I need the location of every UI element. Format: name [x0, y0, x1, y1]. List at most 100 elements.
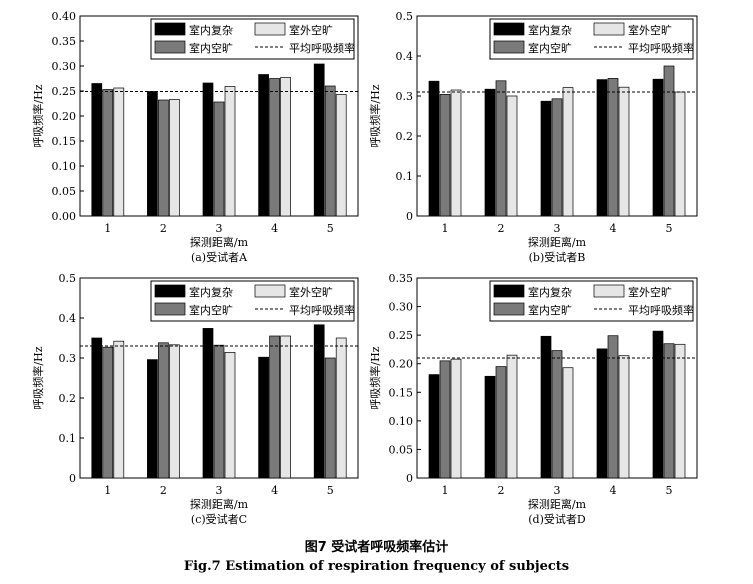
bar-indoor-complex [91, 337, 103, 479]
x-tick-label: 5 [327, 222, 334, 235]
y-tick-label: 0.05 [52, 185, 77, 198]
legend-label: 平均呼吸频率 [289, 303, 355, 317]
y-tick-label: 0 [69, 472, 76, 485]
y-tick-label: 0 [406, 210, 413, 223]
legend-label: 平均呼吸频率 [628, 41, 694, 55]
legend-swatch-outdoor-open [593, 284, 625, 298]
bar-indoor-open [324, 357, 336, 479]
bar-outdoor-open [450, 358, 462, 479]
legend-swatch-indoor-open [493, 40, 525, 54]
bar-outdoor-open [506, 95, 518, 217]
bar-indoor-open [439, 360, 451, 479]
figure-caption-zh: 图7 受试者呼吸频率估计 [304, 540, 449, 555]
y-tick-label: 0.00 [52, 210, 77, 223]
bar-indoor-complex [258, 356, 269, 479]
bar-indoor-complex [484, 88, 496, 217]
x-tick-label: 4 [610, 222, 617, 235]
legend-swatch-indoor-complex [493, 22, 525, 36]
bar-indoor-complex [428, 80, 440, 217]
x-tick-label: 1 [442, 222, 449, 235]
x-tick-label: 1 [104, 222, 111, 235]
bar-indoor-complex [258, 74, 269, 217]
x-axis-label: 探测距离/m [528, 497, 587, 511]
y-tick-label: 0.10 [52, 160, 77, 173]
chart-panel-3: 0 0.1 0.2 0.3 0.4 0.5 1 2 3 4 5 探测距离/m (c)受试者C 呼吸频率/H… [31, 272, 359, 526]
legend-label: 室外空旷 [628, 23, 672, 37]
bar-outdoor-open [506, 354, 518, 479]
figure-caption-en: Fig.7 Estimation of respiration frequenc… [183, 559, 570, 574]
bar-indoor-complex [313, 324, 325, 479]
bar-indoor-complex [202, 82, 214, 217]
bar-indoor-open [607, 78, 619, 217]
bar-indoor-open [269, 78, 280, 217]
bar-outdoor-open [280, 335, 291, 479]
x-tick-label: 5 [666, 222, 673, 235]
y-tick-label: 0.25 [52, 85, 77, 98]
bar-indoor-open [269, 335, 280, 479]
legend-label: 室内复杂 [528, 23, 572, 37]
y-tick-label: 0.5 [59, 272, 77, 285]
bar-indoor-open [158, 99, 169, 217]
y-tick-label: 0.10 [389, 415, 414, 428]
bar-indoor-complex [91, 83, 103, 217]
bar-indoor-open [663, 65, 675, 217]
y-tick-label: 0.30 [52, 60, 77, 73]
y-tick-label: 0.35 [389, 272, 414, 285]
x-tick-label: 5 [666, 484, 673, 497]
legend-swatch-indoor-open [154, 40, 186, 54]
bar-indoor-complex [313, 63, 325, 217]
legend-swatch-indoor-complex [154, 284, 186, 298]
bar-outdoor-open [562, 87, 574, 217]
x-tick-label: 4 [610, 484, 617, 497]
x-tick-label: 4 [271, 222, 278, 235]
bar-outdoor-open [169, 99, 180, 217]
legend-label: 室内空旷 [528, 41, 572, 55]
y-axis-label: 呼吸频率/Hz [368, 346, 382, 409]
bar-indoor-open [495, 80, 507, 217]
bar-outdoor-open [169, 344, 180, 479]
bar-outdoor-open [224, 352, 236, 479]
bar-outdoor-open [280, 77, 291, 217]
legend-label: 室内空旷 [189, 41, 233, 55]
y-axis-label: 呼吸频率/Hz [368, 84, 382, 147]
chart-panel-2: 0 0.1 0.2 0.3 0.4 0.5 1 2 3 4 5 探测距离/m (b)受试者B 呼吸频率/H… [368, 10, 698, 264]
legend-swatch-indoor-complex [493, 284, 525, 298]
panel-label: (a)受试者A [191, 251, 248, 264]
legend-label: 室内复杂 [528, 285, 572, 299]
x-tick-label: 2 [160, 222, 167, 235]
bar-outdoor-open [618, 355, 630, 479]
legend-label: 平均呼吸频率 [289, 41, 355, 55]
y-tick-label: 0.15 [389, 386, 414, 399]
bar-indoor-complex [428, 374, 440, 479]
y-tick-label: 0.2 [396, 130, 414, 143]
chart-panel-4: 0 0.05 0.10 0.15 0.20 0.25 0.30 0.35 1 2 3 4 5 探测距离/m… [368, 272, 698, 526]
panel-label: (b)受试者B [529, 251, 586, 264]
y-tick-label: 0.1 [59, 432, 77, 445]
bar-indoor-open [495, 366, 507, 479]
legend-label: 室外空旷 [289, 285, 333, 299]
x-axis-label: 探测距离/m [528, 235, 587, 249]
bar-indoor-open [439, 94, 451, 217]
y-tick-label: 0.4 [59, 312, 77, 325]
bar-indoor-open [607, 335, 619, 479]
y-tick-label: 0.35 [52, 35, 77, 48]
legend-label: 室内空旷 [528, 303, 572, 317]
y-tick-label: 0.20 [52, 110, 77, 123]
x-tick-label: 4 [271, 484, 278, 497]
bar-indoor-complex [147, 359, 158, 479]
legend-label: 室外空旷 [289, 23, 333, 37]
y-tick-label: 0.3 [396, 90, 414, 103]
bar-outdoor-open [113, 87, 125, 217]
x-tick-label: 3 [216, 222, 223, 235]
y-tick-label: 0.15 [52, 135, 77, 148]
bar-outdoor-open [674, 91, 686, 217]
y-axis-label: 呼吸频率/Hz [31, 346, 45, 409]
x-axis-label: 探测距离/m [190, 235, 249, 249]
y-tick-label: 0.30 [389, 301, 414, 314]
bar-indoor-open [663, 343, 675, 479]
bar-indoor-complex [147, 91, 158, 217]
